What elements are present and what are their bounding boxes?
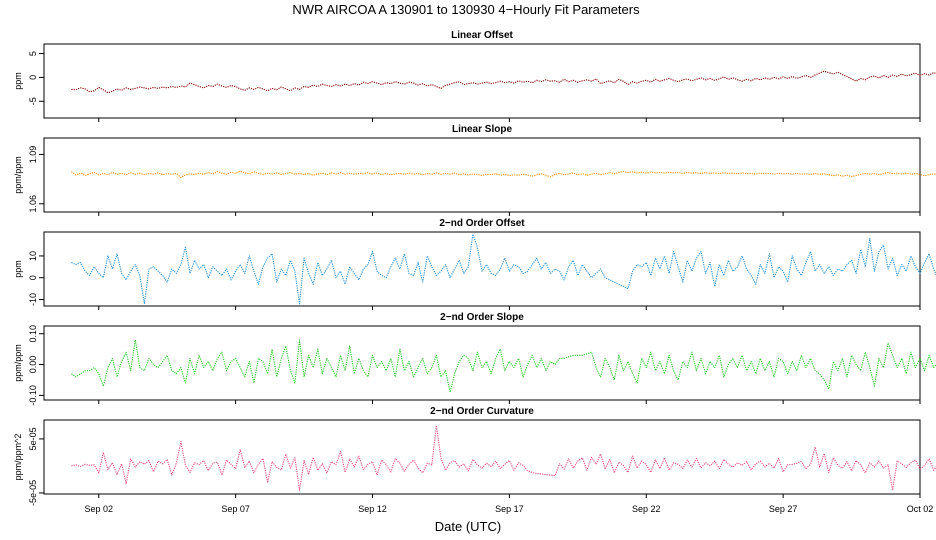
panels: Linear Offset ppm -5 0 5 Linear Slope ppm/ppm 1…: [13, 30, 936, 506]
panel-3: 2−nd Order Offset ppm -10 0 10: [13, 218, 936, 310]
series-line: [71, 424, 936, 491]
series-line: [71, 170, 936, 179]
y-tick-label: 10: [28, 251, 38, 261]
y-tick-label: -0.10: [28, 385, 38, 406]
panel-4: 2−nd Order Slope ppm/ppm -0.10 0.00 0.10: [13, 312, 936, 406]
x-tick-label: Sep 27: [769, 504, 798, 514]
y-tick-label: -5: [28, 97, 38, 105]
panel-frame: [43, 137, 921, 213]
y-axis-label: ppm: [13, 260, 23, 278]
panel-5: 2−nd Order Curvature ppm/ppm^2 -5e-05 5e-05: [13, 406, 936, 506]
y-tick-label: 1.09: [28, 146, 38, 164]
panel-title: Linear Slope: [452, 124, 512, 135]
panel-2: Linear Slope ppm/ppm 1.06 1.09: [13, 124, 936, 216]
y-axis-label: ppm/ppm: [13, 156, 23, 194]
series-line: [71, 339, 936, 393]
x-tick-label: Sep 17: [495, 504, 524, 514]
panel-frame: [43, 419, 921, 495]
series-line: [71, 70, 936, 94]
panel-frame: [43, 43, 921, 119]
series-line: [71, 233, 936, 305]
y-axis-label: ppm: [13, 72, 23, 90]
y-tick-label: 5: [28, 51, 38, 56]
x-axis-label: Date (UTC): [435, 519, 501, 534]
x-axis: Sep 02 Sep 07 Sep 12 Sep 17 Sep 22 Sep 27 Oct …: [84, 504, 933, 514]
y-tick-label: 5e-05: [28, 427, 38, 450]
y-tick-label: 1.06: [28, 195, 38, 213]
x-tick-label: Sep 02: [84, 504, 113, 514]
y-tick-label: -10: [28, 293, 38, 306]
x-tick-label: Oct 02: [907, 504, 934, 514]
figure-title: NWR AIRCOA A 130901 to 130930 4−Hourly F…: [292, 2, 640, 17]
y-axis-label: ppm/ppm: [13, 344, 23, 382]
panel-title: 2−nd Order Offset: [439, 218, 525, 229]
y-tick-label: -5e-05: [28, 480, 38, 506]
panel-frame: [43, 231, 921, 307]
panel-title: 2−nd Order Slope: [440, 312, 524, 323]
x-tick-label: Sep 12: [358, 504, 387, 514]
y-tick-label: 0: [28, 275, 38, 280]
x-tick-label: Sep 22: [632, 504, 661, 514]
y-tick-label: 0.00: [28, 356, 38, 374]
y-tick-label: 0: [28, 75, 38, 80]
panel-frame: [43, 325, 921, 401]
y-axis-label: ppm/ppm^2: [13, 434, 23, 481]
y-tick-label: 0.10: [28, 325, 38, 343]
panel-1: Linear Offset ppm -5 0 5: [13, 30, 936, 122]
panel-title: Linear Offset: [451, 30, 513, 41]
panel-title: 2−nd Order Curvature: [430, 406, 534, 417]
x-tick-label: Sep 07: [221, 504, 250, 514]
